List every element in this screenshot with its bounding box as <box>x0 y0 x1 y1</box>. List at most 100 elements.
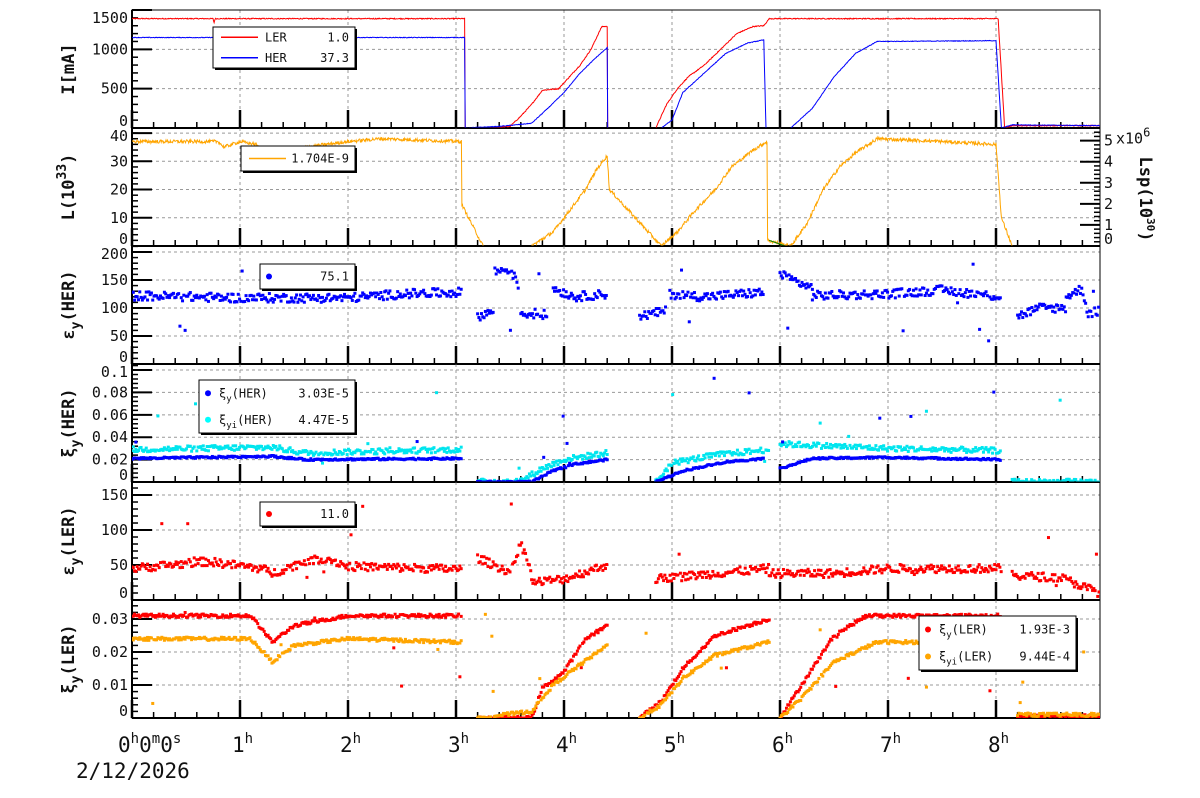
data-point <box>561 671 565 675</box>
data-point <box>532 578 536 582</box>
data-point <box>838 572 842 576</box>
y-label-rest: ) <box>59 154 79 164</box>
x-tick-label: 4h <box>556 731 577 757</box>
data-point <box>218 298 222 302</box>
data-point <box>400 638 404 642</box>
data-point <box>543 467 547 471</box>
data-point <box>1097 480 1100 482</box>
data-point <box>438 641 442 645</box>
data-point <box>692 291 696 295</box>
data-point <box>366 569 370 573</box>
data-point <box>552 289 556 293</box>
data-point <box>842 291 846 295</box>
data-point <box>324 296 328 300</box>
x-tick-unit: h <box>131 731 139 747</box>
data-point <box>481 562 485 566</box>
data-point <box>210 561 214 565</box>
data-point <box>816 680 820 684</box>
data-point <box>542 455 546 459</box>
data-point <box>949 286 953 290</box>
data-point <box>912 573 916 577</box>
data-point <box>834 660 838 664</box>
data-point <box>690 292 694 296</box>
data-point <box>991 457 995 461</box>
data-point <box>569 669 573 673</box>
data-point <box>937 568 941 572</box>
x-tick-unit: h <box>245 731 253 747</box>
data-point <box>811 574 815 578</box>
data-point <box>787 440 791 444</box>
data-point <box>304 620 308 624</box>
data-point <box>238 297 242 301</box>
data-point <box>718 633 722 637</box>
data-point <box>565 672 569 676</box>
data-point <box>871 565 875 569</box>
data-point <box>958 288 962 292</box>
data-point <box>459 639 463 643</box>
data-point <box>309 457 313 461</box>
data-point <box>436 615 440 619</box>
data-point <box>319 451 323 455</box>
data-point <box>1086 315 1090 319</box>
x-tick-unit: h <box>569 731 577 747</box>
data-point <box>374 637 378 641</box>
data-point <box>810 444 814 448</box>
data-point <box>1085 588 1089 592</box>
data-point <box>1067 293 1071 297</box>
data-point <box>575 664 579 668</box>
data-point <box>453 564 457 568</box>
data-point <box>358 564 362 568</box>
data-point <box>918 567 922 571</box>
data-point <box>1052 478 1056 482</box>
data-point <box>730 629 734 633</box>
data-point <box>177 561 181 565</box>
data-point <box>601 459 605 463</box>
data-point <box>899 445 903 449</box>
data-point <box>875 565 879 569</box>
data-point <box>551 460 555 464</box>
data-point <box>241 445 245 449</box>
data-point <box>934 571 938 575</box>
data-point <box>605 458 609 462</box>
data-point <box>569 291 573 295</box>
data-point <box>843 656 847 660</box>
data-point <box>448 638 452 642</box>
data-point <box>799 685 803 689</box>
data-point <box>498 270 502 274</box>
data-point <box>273 640 277 644</box>
data-point <box>1031 573 1035 577</box>
data-point <box>809 283 813 287</box>
data-point <box>924 409 928 413</box>
data-point <box>921 613 925 617</box>
legend-label-rest: (HER) <box>237 413 273 427</box>
data-point <box>737 294 741 298</box>
data-point <box>504 714 508 718</box>
data-point <box>932 449 936 453</box>
data-point <box>201 556 205 560</box>
data-point <box>319 300 323 304</box>
data-point <box>688 672 692 676</box>
data-point <box>784 572 788 576</box>
data-point <box>570 576 574 580</box>
data-point <box>489 715 493 718</box>
data-point <box>926 288 930 292</box>
data-point <box>278 444 282 448</box>
data-point <box>972 567 976 571</box>
data-point <box>368 450 372 454</box>
data-point <box>1022 574 1026 578</box>
data-point <box>397 640 401 644</box>
data-point <box>525 709 529 713</box>
data-point <box>914 287 918 291</box>
data-point <box>928 447 932 451</box>
data-point <box>512 713 516 717</box>
data-point <box>387 291 391 295</box>
data-point <box>891 615 895 619</box>
data-point <box>559 673 563 677</box>
legend-label-base: ξ <box>939 623 946 637</box>
data-point <box>1093 478 1097 482</box>
data-point <box>1054 584 1058 588</box>
data-point <box>1075 582 1079 586</box>
data-point <box>686 577 690 581</box>
data-point <box>554 286 558 290</box>
